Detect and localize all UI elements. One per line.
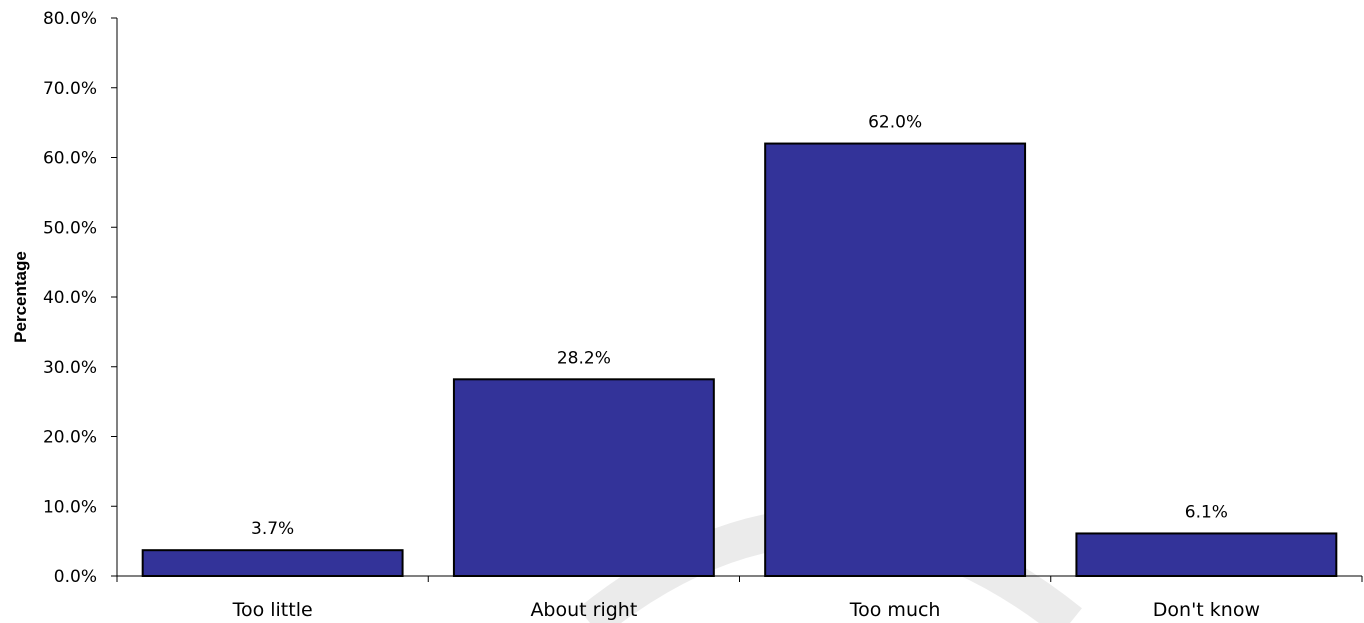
bar-value-label: 28.2% — [557, 348, 611, 368]
y-tick-label: 30.0% — [43, 358, 97, 378]
x-category-label: About right — [530, 599, 637, 621]
bar-value-label: 3.7% — [251, 519, 294, 539]
bar-value-label: 6.1% — [1185, 502, 1228, 522]
x-axis-ticks — [116, 576, 1363, 582]
y-axis-ticks: 0.0% 10.0% 20.0% 30.0% 40.0% 50.0% 60.0% 70.0% 8… — [43, 9, 117, 587]
y-tick-label: 0.0% — [54, 567, 97, 587]
y-tick-label: 80.0% — [43, 9, 97, 29]
y-tick-label: 20.0% — [43, 428, 97, 448]
x-category-label: Too much — [849, 599, 941, 621]
x-category-label: Don't know — [1153, 599, 1260, 621]
bar — [1075, 532, 1338, 578]
bar — [452, 378, 715, 577]
bar — [764, 142, 1027, 578]
y-tick-label: 70.0% — [43, 79, 97, 99]
data-labels: 3.7% 28.2% 62.0% 6.1% — [251, 113, 1228, 540]
y-tick-label: 60.0% — [43, 149, 97, 169]
bar-series — [141, 142, 1338, 578]
bar-value-label: 62.0% — [868, 113, 922, 133]
y-tick-label: 50.0% — [43, 218, 97, 238]
y-tick-label: 40.0% — [43, 288, 97, 308]
category-labels: Too little About right Too much Don't know — [232, 599, 1260, 621]
x-category-label: Too little — [232, 599, 313, 621]
y-tick-label: 10.0% — [43, 497, 97, 517]
bar — [141, 549, 404, 578]
y-axis-title: Percentage — [11, 251, 30, 343]
